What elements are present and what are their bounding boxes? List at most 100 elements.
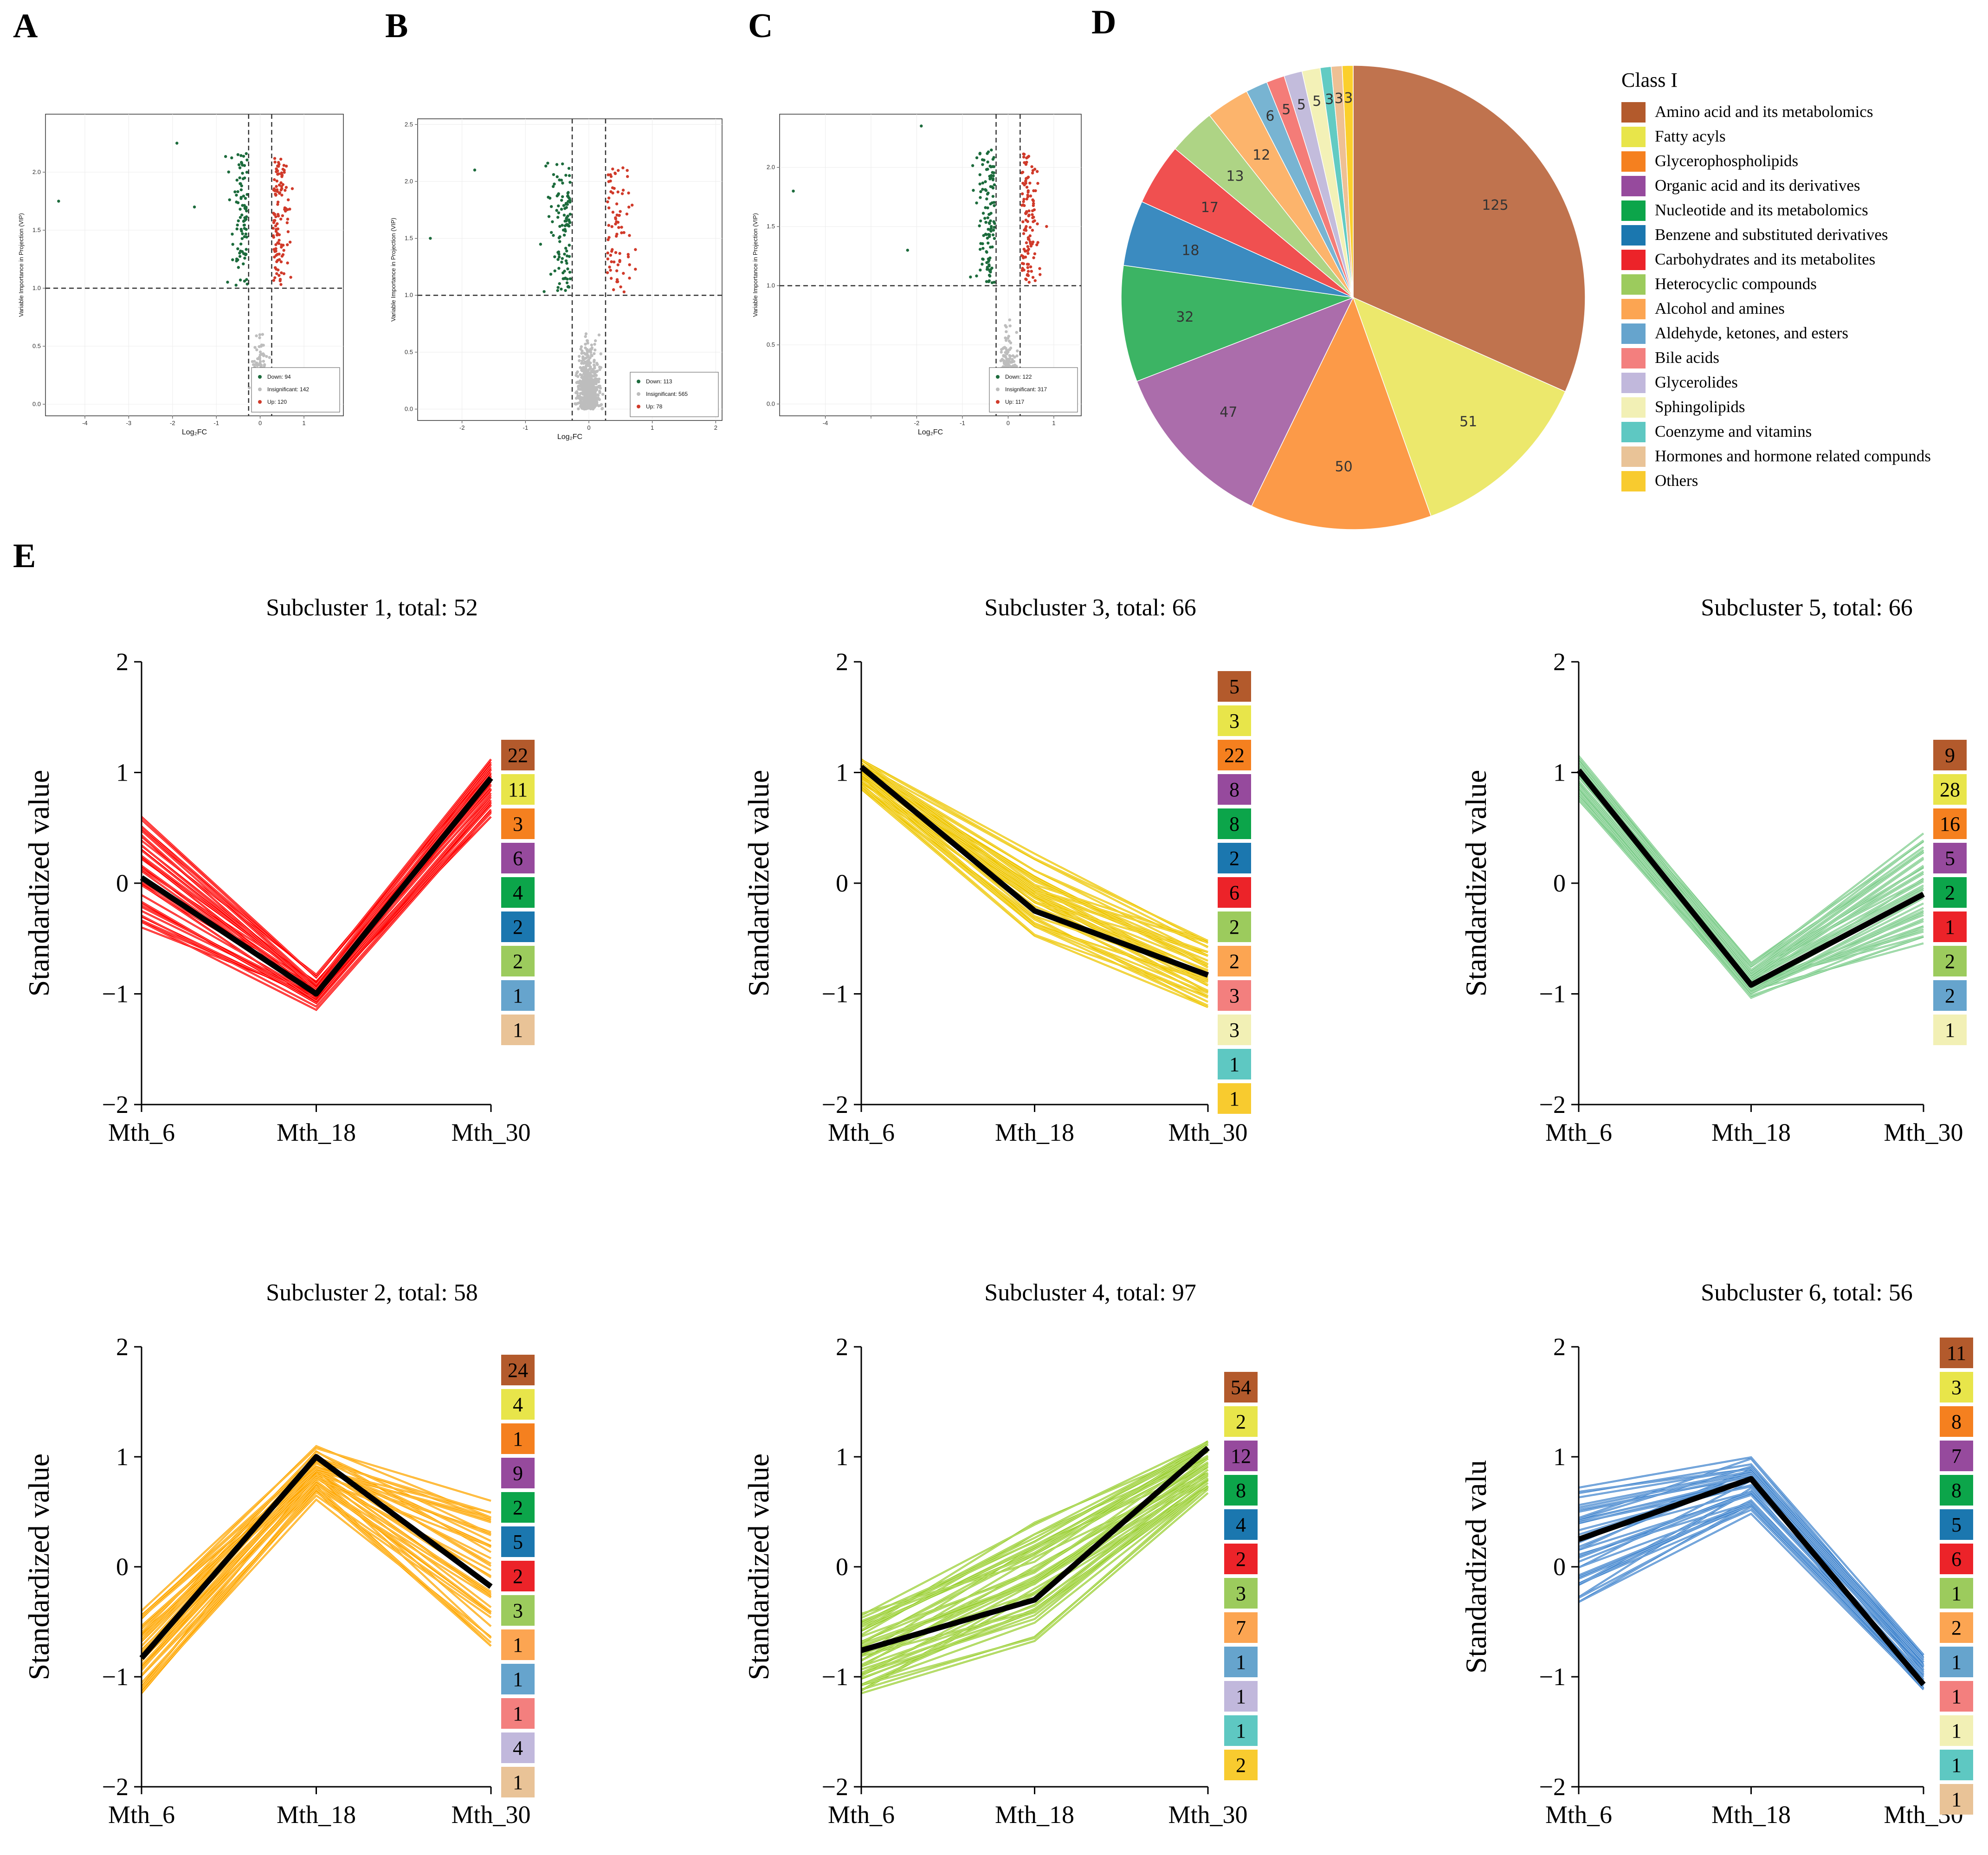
- member-line-highlight: [141, 1482, 491, 1670]
- volcano-down-point: [241, 163, 244, 167]
- member-line: [861, 1486, 1209, 1686]
- volcano-up-point: [1026, 266, 1030, 269]
- pie-slice-label: 5: [1282, 102, 1291, 118]
- volcano-up-point: [284, 164, 288, 168]
- volcano-ns-point: [591, 407, 595, 411]
- volcano-up-point: [622, 271, 625, 275]
- pie-legend-label: Alcohol and amines: [1655, 299, 1785, 317]
- category-count-box: [1933, 740, 1967, 770]
- volcano-down-point: [562, 233, 566, 237]
- volcano-down-point: [568, 244, 571, 247]
- volcano-ns-point: [594, 403, 598, 407]
- volcano-down-point: [547, 215, 551, 218]
- volcano-down-point: [987, 241, 990, 245]
- volcano-ns-point: [585, 361, 588, 365]
- volcano-down-point: [985, 268, 989, 271]
- category-count-box: [1218, 808, 1251, 839]
- category-count-box: [501, 877, 535, 908]
- category-count-label: 3: [1951, 1376, 1962, 1399]
- volcano-down-point: [239, 188, 243, 192]
- volcano-down-point: [565, 281, 569, 284]
- volcano-down-point: [993, 237, 996, 240]
- member-line-highlight: [861, 1489, 1208, 1690]
- volcano-ns-point: [594, 374, 598, 377]
- volcano-up-point: [1036, 222, 1039, 226]
- member-line-highlight: [1578, 795, 1924, 996]
- member-line: [1578, 1503, 1924, 1685]
- volcano-up-point: [1026, 194, 1029, 197]
- category-count-box: [1218, 946, 1251, 976]
- volcano-legend-label: Up: 117: [1005, 399, 1024, 405]
- volcano-up-point: [273, 255, 276, 259]
- category-count-box: [501, 1423, 535, 1454]
- y-axis-label: Variable Importance in Projection (VIP): [752, 213, 759, 317]
- member-line-highlight: [141, 1470, 491, 1626]
- volcano-ns-point: [577, 388, 580, 391]
- category-count-label: 1: [1951, 1685, 1962, 1708]
- volcano-up-point: [280, 171, 283, 175]
- volcano-ns-point: [581, 349, 584, 353]
- pie-legend-label: Aldehyde, ketones, and esters: [1655, 324, 1848, 342]
- member-line-highlight: [861, 1441, 1208, 1616]
- volcano-up-point: [279, 217, 283, 221]
- volcano-up-point: [1035, 243, 1039, 246]
- volcano-ns-point: [591, 394, 595, 398]
- category-count-box: [1940, 1338, 1973, 1368]
- volcano-down-point: [981, 263, 984, 266]
- volcano-down-point: [230, 156, 233, 160]
- category-count-label: 1: [1236, 1651, 1246, 1674]
- pie-legend-label: Others: [1655, 472, 1698, 490]
- volcano-down-point: [553, 269, 556, 272]
- y-tick-label: 2.0: [767, 164, 775, 171]
- volcano-ns-point: [1008, 354, 1012, 357]
- category-count-box: [1218, 1049, 1251, 1079]
- volcano-ns-point: [258, 353, 262, 356]
- volcano-ns-point: [599, 352, 602, 355]
- y-tick-label: 2.5: [405, 121, 413, 128]
- volcano-ns-point: [255, 361, 258, 365]
- volcano-down-point: [245, 215, 248, 219]
- pie-slice-label: 3: [1335, 90, 1343, 107]
- volcano-down-point: [235, 200, 238, 204]
- volcano-up-point: [626, 168, 629, 172]
- volcano-down-point: [546, 162, 549, 165]
- y-tick-label: 0: [116, 869, 129, 897]
- volcano-down-point: [568, 199, 572, 202]
- category-count-label: 2: [1229, 847, 1239, 870]
- member-line-highlight: [141, 789, 491, 982]
- volcano-up-point: [273, 213, 277, 216]
- category-count-label: 3: [1229, 1019, 1239, 1041]
- volcano-down-point: [988, 221, 991, 225]
- volcano-ns-point: [594, 339, 597, 343]
- volcano-legend-label: Insignificant: 142: [267, 386, 309, 393]
- volcano-down-point: [979, 190, 982, 194]
- volcano-down-point: [556, 258, 560, 261]
- category-count-box: [1218, 843, 1251, 873]
- y-axis-label: Standardized value: [22, 1454, 55, 1680]
- member-line-highlight: [141, 809, 491, 1007]
- volcano-legend-label: Up: 120: [267, 399, 287, 405]
- volcano-up-point: [628, 277, 631, 280]
- member-line-highlight: [861, 1474, 1208, 1667]
- pie-slice-label: 50: [1335, 459, 1353, 475]
- volcano-up-point: [1032, 256, 1035, 259]
- volcano-ns-point: [587, 391, 591, 394]
- y-tick-label: 1.5: [405, 235, 413, 242]
- volcano-down-point: [991, 171, 994, 174]
- volcano-ns-point: [588, 356, 592, 359]
- volcano-up-point: [1033, 219, 1036, 222]
- volcano-down-point: [989, 185, 992, 188]
- volcano-down-point: [566, 214, 569, 218]
- volcano-down-point: [979, 196, 982, 199]
- volcano-ns-point: [1007, 339, 1011, 343]
- volcano-down-point: [566, 285, 570, 289]
- volcano-up-point: [616, 190, 620, 194]
- y-tick-label: 1: [116, 759, 129, 787]
- y-tick-label: 0.0: [767, 401, 775, 407]
- volcano-ns-point: [595, 370, 599, 373]
- volcano-up-point: [1020, 192, 1024, 195]
- volcano-up-point: [607, 196, 611, 200]
- y-tick-label: 1: [116, 1443, 129, 1471]
- volcano-down-point: [982, 158, 986, 162]
